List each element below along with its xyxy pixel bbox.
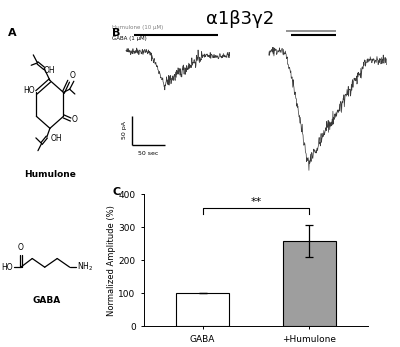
Text: α1β3γ2: α1β3γ2 <box>206 10 274 28</box>
Text: **: ** <box>250 197 262 207</box>
Text: GABA (1 μM): GABA (1 μM) <box>112 36 147 41</box>
Bar <box>176 293 229 326</box>
Text: HO: HO <box>1 263 12 272</box>
Text: NH$_2$: NH$_2$ <box>77 261 93 273</box>
Y-axis label: Normalized Amplitude (%): Normalized Amplitude (%) <box>107 205 116 316</box>
Text: A: A <box>8 28 17 38</box>
Text: OH: OH <box>44 66 56 75</box>
Text: Humulone: Humulone <box>24 170 76 179</box>
Text: GABA: GABA <box>33 296 61 305</box>
Text: OH: OH <box>50 134 62 143</box>
Text: C: C <box>112 187 120 197</box>
Text: 50 pA: 50 pA <box>122 121 128 139</box>
Bar <box>283 241 336 326</box>
Text: O: O <box>69 71 75 79</box>
Text: 50 sec: 50 sec <box>138 151 158 156</box>
Text: HO: HO <box>23 86 35 95</box>
Text: O: O <box>71 115 77 124</box>
Text: B: B <box>112 28 120 38</box>
Text: Humulone (10 μM): Humulone (10 μM) <box>112 25 163 30</box>
Text: O: O <box>18 244 24 253</box>
